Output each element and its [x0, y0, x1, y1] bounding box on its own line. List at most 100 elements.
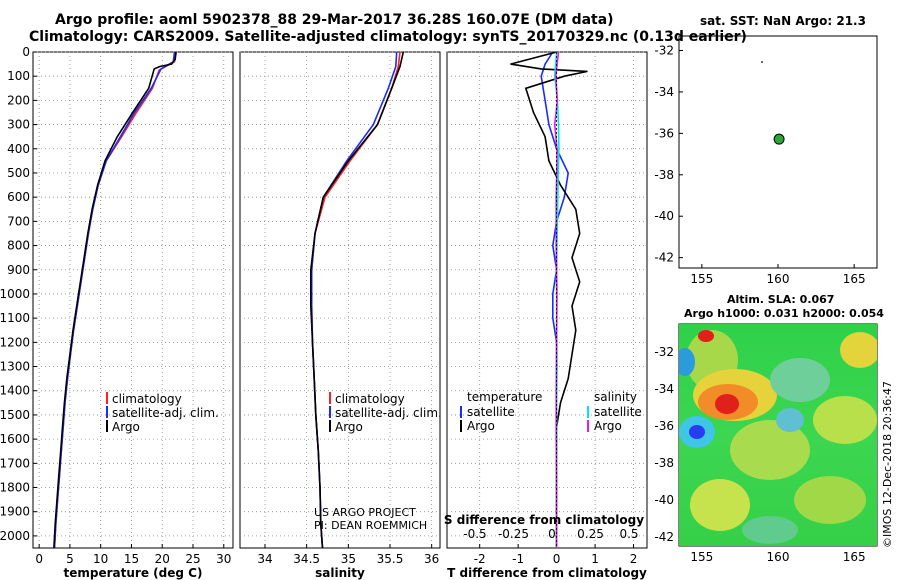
depth-y-tick-label: 1500 [0, 408, 30, 422]
sla-blob [840, 332, 877, 368]
depth-y-tick-label: 1600 [0, 432, 30, 446]
temperature-series-climatology [53, 51, 178, 549]
depth-y-tick-label: 600 [7, 190, 30, 204]
sst-map-y-tick-label: -42 [654, 251, 674, 265]
difference-s-tick-label: 0.5 [619, 527, 638, 541]
sla-map-y-tick-label: -34 [654, 382, 674, 396]
sla-map-y-tick-label: -42 [654, 530, 674, 544]
difference-legend-salinity: salinity satellite Argo [587, 390, 642, 433]
legend-sal-satellite-label: satellite [594, 405, 642, 419]
depth-y-tick-label: 1800 [0, 481, 30, 495]
difference-x-axis-label: T difference from climatology [447, 566, 647, 580]
depth-y-tick-label: 500 [7, 166, 30, 180]
legend-climatology-label: climatology [112, 392, 182, 406]
depth-y-tick-label: 700 [7, 214, 30, 228]
depth-y-tick-label: 1400 [0, 384, 30, 398]
depth-y-tick-label: 1900 [0, 505, 30, 519]
sla-map-title-1: Altim. SLA: 0.067 [727, 293, 834, 306]
difference-x-tick-label: -1 [512, 552, 524, 566]
sla-blob [679, 348, 695, 376]
sla-map-x-tick-label: 165 [843, 550, 866, 564]
legend-argo-label: Argo [112, 420, 140, 434]
salinity-legend: climatology satellite-adj. clim. Argo [329, 392, 442, 434]
sla-blob [794, 476, 866, 524]
credit-imos: ©IMOS 12-Dec-2018 20:36:47 [881, 381, 894, 548]
difference-s-tick-label: -0.25 [498, 527, 529, 541]
credit-project: US ARGO PROJECT [314, 506, 416, 519]
difference-x-tick-label: 1 [591, 552, 599, 566]
temperature-x-tick-label: 0 [35, 552, 43, 566]
salinity-x-axis-label: salinity [315, 566, 365, 580]
depth-y-tick-label: 400 [7, 142, 30, 156]
temperature-x-axis-label: temperature (deg C) [64, 566, 203, 580]
temperature-x-tick-label: 5 [66, 552, 74, 566]
sla-map-y-tick-label: -40 [654, 493, 674, 507]
sla-heatmap [679, 324, 877, 546]
sst-map-frame [678, 35, 878, 269]
salinity-plot-frame [239, 51, 441, 549]
sla-blob [690, 479, 750, 531]
difference-legend-temperature: temperature satellite Argo [460, 390, 542, 433]
sla-map-y-tick-label: -32 [654, 345, 674, 359]
temperature-x-tick-label: 30 [216, 552, 231, 566]
sst-map-x-tick-label: 165 [843, 272, 866, 286]
depth-y-tick-label: 900 [7, 263, 30, 277]
sla-blob [730, 420, 810, 480]
sla-map-x-tick-label: 155 [690, 550, 713, 564]
sla-blob [776, 408, 804, 432]
legend-satellite-label: satellite-adj. clim. [335, 406, 442, 420]
depth-y-tick-label: 0 [22, 45, 30, 59]
sst-map-x-tick-label: 155 [690, 272, 713, 286]
difference-x-tick-label: -2 [474, 552, 486, 566]
legend-temp-satellite-label: satellite [467, 405, 515, 419]
temperature-series-argo [53, 51, 177, 549]
sst-map-y-tick-label: -36 [654, 126, 674, 140]
depth-y-tick-label: 2000 [0, 529, 30, 543]
title-line-1: Argo profile: aoml 5902378_88 29-Mar-201… [55, 12, 614, 28]
sst-map-x-tick-label: 160 [767, 272, 790, 286]
sst-track-mark [761, 61, 763, 63]
legend-temp-argo-label: Argo [467, 419, 495, 433]
salinity-series-argo [310, 51, 405, 549]
sla-blob [742, 516, 798, 544]
sla-blob [698, 330, 714, 342]
depth-y-tick-label: 800 [7, 239, 30, 253]
legend-temperature-title: temperature [467, 390, 542, 404]
sla-map-y-tick-label: -38 [654, 456, 674, 470]
depth-y-tick-label: 300 [7, 118, 30, 132]
difference-plot-frame [446, 51, 648, 549]
salinity-series-climatology [310, 51, 401, 549]
salinity-series-satellite-adj-clim- [310, 51, 398, 549]
legend-sal-argo-label: Argo [594, 419, 622, 433]
legend-salinity-title: salinity [594, 390, 637, 404]
sst-map-y-tick-label: -40 [654, 209, 674, 223]
depth-y-tick-label: 200 [7, 93, 30, 107]
difference-s-tick-label: 0.25 [577, 527, 604, 541]
temperature-x-tick-label: 15 [124, 552, 139, 566]
depth-y-tick-label: 1700 [0, 456, 30, 470]
sla-blob [770, 358, 830, 402]
sla-map-y-tick-label: -36 [654, 419, 674, 433]
salinity-x-tick-label: 34 [257, 552, 272, 566]
depth-y-tick-label: 1300 [0, 360, 30, 374]
difference-s-tick-label: -0.5 [463, 527, 486, 541]
sla-map-x-tick-label: 160 [767, 550, 790, 564]
title-line-2: Climatology: CARS2009. Satellite-adjuste… [29, 29, 747, 45]
depth-y-tick-label: 100 [7, 69, 30, 83]
difference-x-tick-label: 2 [630, 552, 638, 566]
sla-blob [715, 394, 739, 414]
depth-y-tick-label: 1100 [0, 311, 30, 325]
difference-x-tick-label: 0 [553, 552, 561, 566]
salinity-x-tick-label: 35 [341, 552, 356, 566]
temperature-legend: climatology satellite-adj. clim. Argo [106, 392, 219, 434]
difference-s-tick-label: 0 [548, 527, 556, 541]
depth-y-tick-label: 1000 [0, 287, 30, 301]
difference-series-temperature-argo [510, 51, 588, 548]
difference-s-axis-label: S difference from climatology [444, 513, 644, 527]
sst-map-y-tick-label: -32 [654, 44, 674, 58]
depth-y-tick-label: 1200 [0, 335, 30, 349]
temperature-x-tick-label: 25 [185, 552, 200, 566]
credit-pi: PI: DEAN ROEMMICH [314, 519, 427, 532]
legend-satellite-label: satellite-adj. clim. [112, 406, 219, 420]
